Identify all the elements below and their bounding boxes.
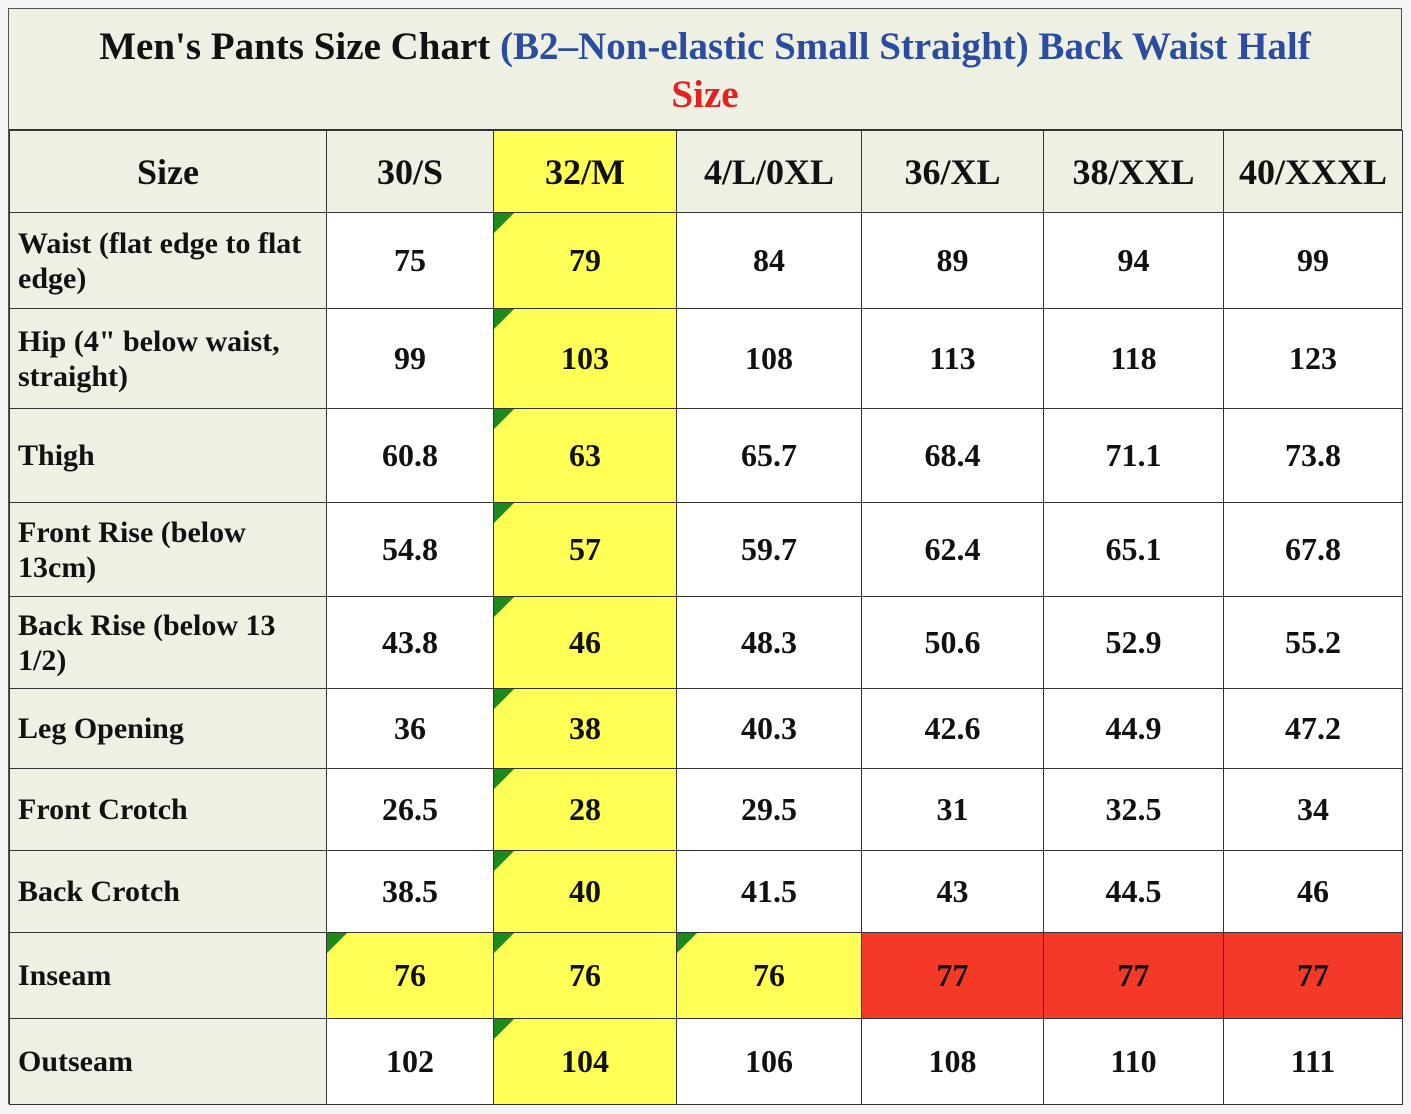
- measurement-cell: 46: [493, 596, 677, 689]
- measurement-cell: 28: [493, 768, 677, 851]
- table-row: Front Rise (below 13cm) 54.8 57 59.7 62.4 65.…: [9, 502, 1403, 597]
- table-row: Leg Opening 36 38 40.3 42.6 44.9 47.2: [9, 688, 1403, 769]
- measurement-cell: 52.9: [1043, 596, 1224, 689]
- row-label: Waist (flat edge to flat edge): [9, 212, 327, 309]
- measurement-cell: 29.5: [676, 768, 862, 851]
- measurement-cell: 108: [676, 308, 862, 409]
- measurement-cell: 108: [861, 1018, 1044, 1105]
- measurement-cell: 77: [1223, 932, 1403, 1019]
- measurement-cell: 104: [493, 1018, 677, 1105]
- measurement-cell: 55.2: [1223, 596, 1403, 689]
- measurement-cell: 111: [1223, 1018, 1403, 1105]
- table-row: Front Crotch 26.5 28 29.5 31 32.5 34: [9, 768, 1403, 851]
- measurement-cell: 48.3: [676, 596, 862, 689]
- title: Men's Pants Size Chart: [99, 25, 491, 68]
- measurement-cell: 103: [493, 308, 677, 409]
- measurement-cell: 68.4: [861, 408, 1044, 503]
- measurement-cell: 41.5: [676, 850, 862, 933]
- measurement-cell: 31: [861, 768, 1044, 851]
- row-label: Back Crotch: [9, 850, 327, 933]
- measurement-cell: 75: [326, 212, 494, 309]
- size-header: 38/XXL: [1043, 130, 1224, 213]
- measurement-cell: 118: [1043, 308, 1224, 409]
- measurement-cell: 50.6: [861, 596, 1044, 689]
- measurement-cell: 89: [861, 212, 1044, 309]
- row-label: Front Crotch: [9, 768, 327, 851]
- size-header: 32/M: [493, 130, 677, 213]
- measurement-cell: 106: [676, 1018, 862, 1105]
- measurement-cell: 63: [493, 408, 677, 503]
- size-header: 40/XXXL: [1223, 130, 1403, 213]
- measurement-cell: 40.3: [676, 688, 862, 769]
- size-header: 36/XL: [861, 130, 1044, 213]
- measurement-cell: 77: [1043, 932, 1224, 1019]
- measurement-cell: 36: [326, 688, 494, 769]
- measurement-cell: 71.1: [1043, 408, 1224, 503]
- measurement-cell: 65.1: [1043, 502, 1224, 597]
- measurement-cell: 57: [493, 502, 677, 597]
- table-row: Thigh 60.8 63 65.7 68.4 71.1 73.8: [9, 408, 1403, 503]
- table-row: Back Rise (below 13 1/2) 43.8 46 48.3 50.6 52…: [9, 596, 1403, 689]
- measurement-cell: 43.8: [326, 596, 494, 689]
- row-label: Hip (4" below waist, straight): [9, 308, 327, 409]
- measurement-cell: 110: [1043, 1018, 1224, 1105]
- measurement-cell: 79: [493, 212, 677, 309]
- row-label: Back Rise (below 13 1/2): [9, 596, 327, 689]
- measurement-cell: 76: [676, 932, 862, 1019]
- measurement-cell: 77: [861, 932, 1044, 1019]
- table-row: Outseam 102 104 106 108 110 111: [9, 1018, 1403, 1105]
- title-block: Men's Pants Size Chart (B2–Non-elastic S…: [9, 9, 1401, 130]
- row-label: Leg Opening: [9, 688, 327, 769]
- row-label: Front Rise (below 13cm): [9, 502, 327, 597]
- size-table: Size 30/S 32/M 4/L/0XL 36/XL 38/XXL 40/XXXL Wa…: [9, 130, 1403, 1105]
- measurement-cell: 44.9: [1043, 688, 1224, 769]
- measurement-cell: 60.8: [326, 408, 494, 503]
- row-label: Inseam: [9, 932, 327, 1019]
- measurement-cell: 113: [861, 308, 1044, 409]
- measurement-cell: 40: [493, 850, 677, 933]
- title-highlight: Size: [671, 73, 739, 116]
- measurement-cell: 123: [1223, 308, 1403, 409]
- measurement-cell: 34: [1223, 768, 1403, 851]
- measurement-cell: 76: [326, 932, 494, 1019]
- measurement-cell: 47.2: [1223, 688, 1403, 769]
- measurement-cell: 54.8: [326, 502, 494, 597]
- measurement-cell: 38: [493, 688, 677, 769]
- measurement-cell: 59.7: [676, 502, 862, 597]
- measurement-cell: 44.5: [1043, 850, 1224, 933]
- measurement-cell: 102: [326, 1018, 494, 1105]
- table-row: Back Crotch 38.5 40 41.5 43 44.5 46: [9, 850, 1403, 933]
- table-body: Waist (flat edge to flat edge) 75 79 84 89 94…: [9, 212, 1403, 1105]
- row-label: Outseam: [9, 1018, 327, 1105]
- measurement-cell: 94: [1043, 212, 1224, 309]
- table-row: Inseam 76 76 76 77 77 77: [9, 932, 1403, 1019]
- measurement-cell: 76: [493, 932, 677, 1019]
- row-label: Thigh: [9, 408, 327, 503]
- measurement-cell: 32.5: [1043, 768, 1224, 851]
- measurement-cell: 42.6: [861, 688, 1044, 769]
- subtitle: (B2–Non-elastic Small Straight) Back Wai…: [500, 25, 1311, 68]
- header-row: Size 30/S 32/M 4/L/0XL 36/XL 38/XXL 40/XXXL: [9, 130, 1403, 213]
- size-header: 30/S: [326, 130, 494, 213]
- measurement-cell: 62.4: [861, 502, 1044, 597]
- table-row: Waist (flat edge to flat edge) 75 79 84 89 94…: [9, 212, 1403, 309]
- table-row: Hip (4" below waist, straight) 99 103 108 11…: [9, 308, 1403, 409]
- measurement-cell: 99: [1223, 212, 1403, 309]
- measurement-cell: 43: [861, 850, 1044, 933]
- measurement-cell: 73.8: [1223, 408, 1403, 503]
- measurement-cell: 67.8: [1223, 502, 1403, 597]
- measurement-cell: 84: [676, 212, 862, 309]
- size-header: 4/L/0XL: [676, 130, 862, 213]
- measurement-cell: 26.5: [326, 768, 494, 851]
- measurement-cell: 38.5: [326, 850, 494, 933]
- measurement-cell: 99: [326, 308, 494, 409]
- size-chart: Men's Pants Size Chart (B2–Non-elastic S…: [8, 8, 1403, 1105]
- measurement-cell: 46: [1223, 850, 1403, 933]
- corner-header: Size: [9, 130, 327, 213]
- measurement-cell: 65.7: [676, 408, 862, 503]
